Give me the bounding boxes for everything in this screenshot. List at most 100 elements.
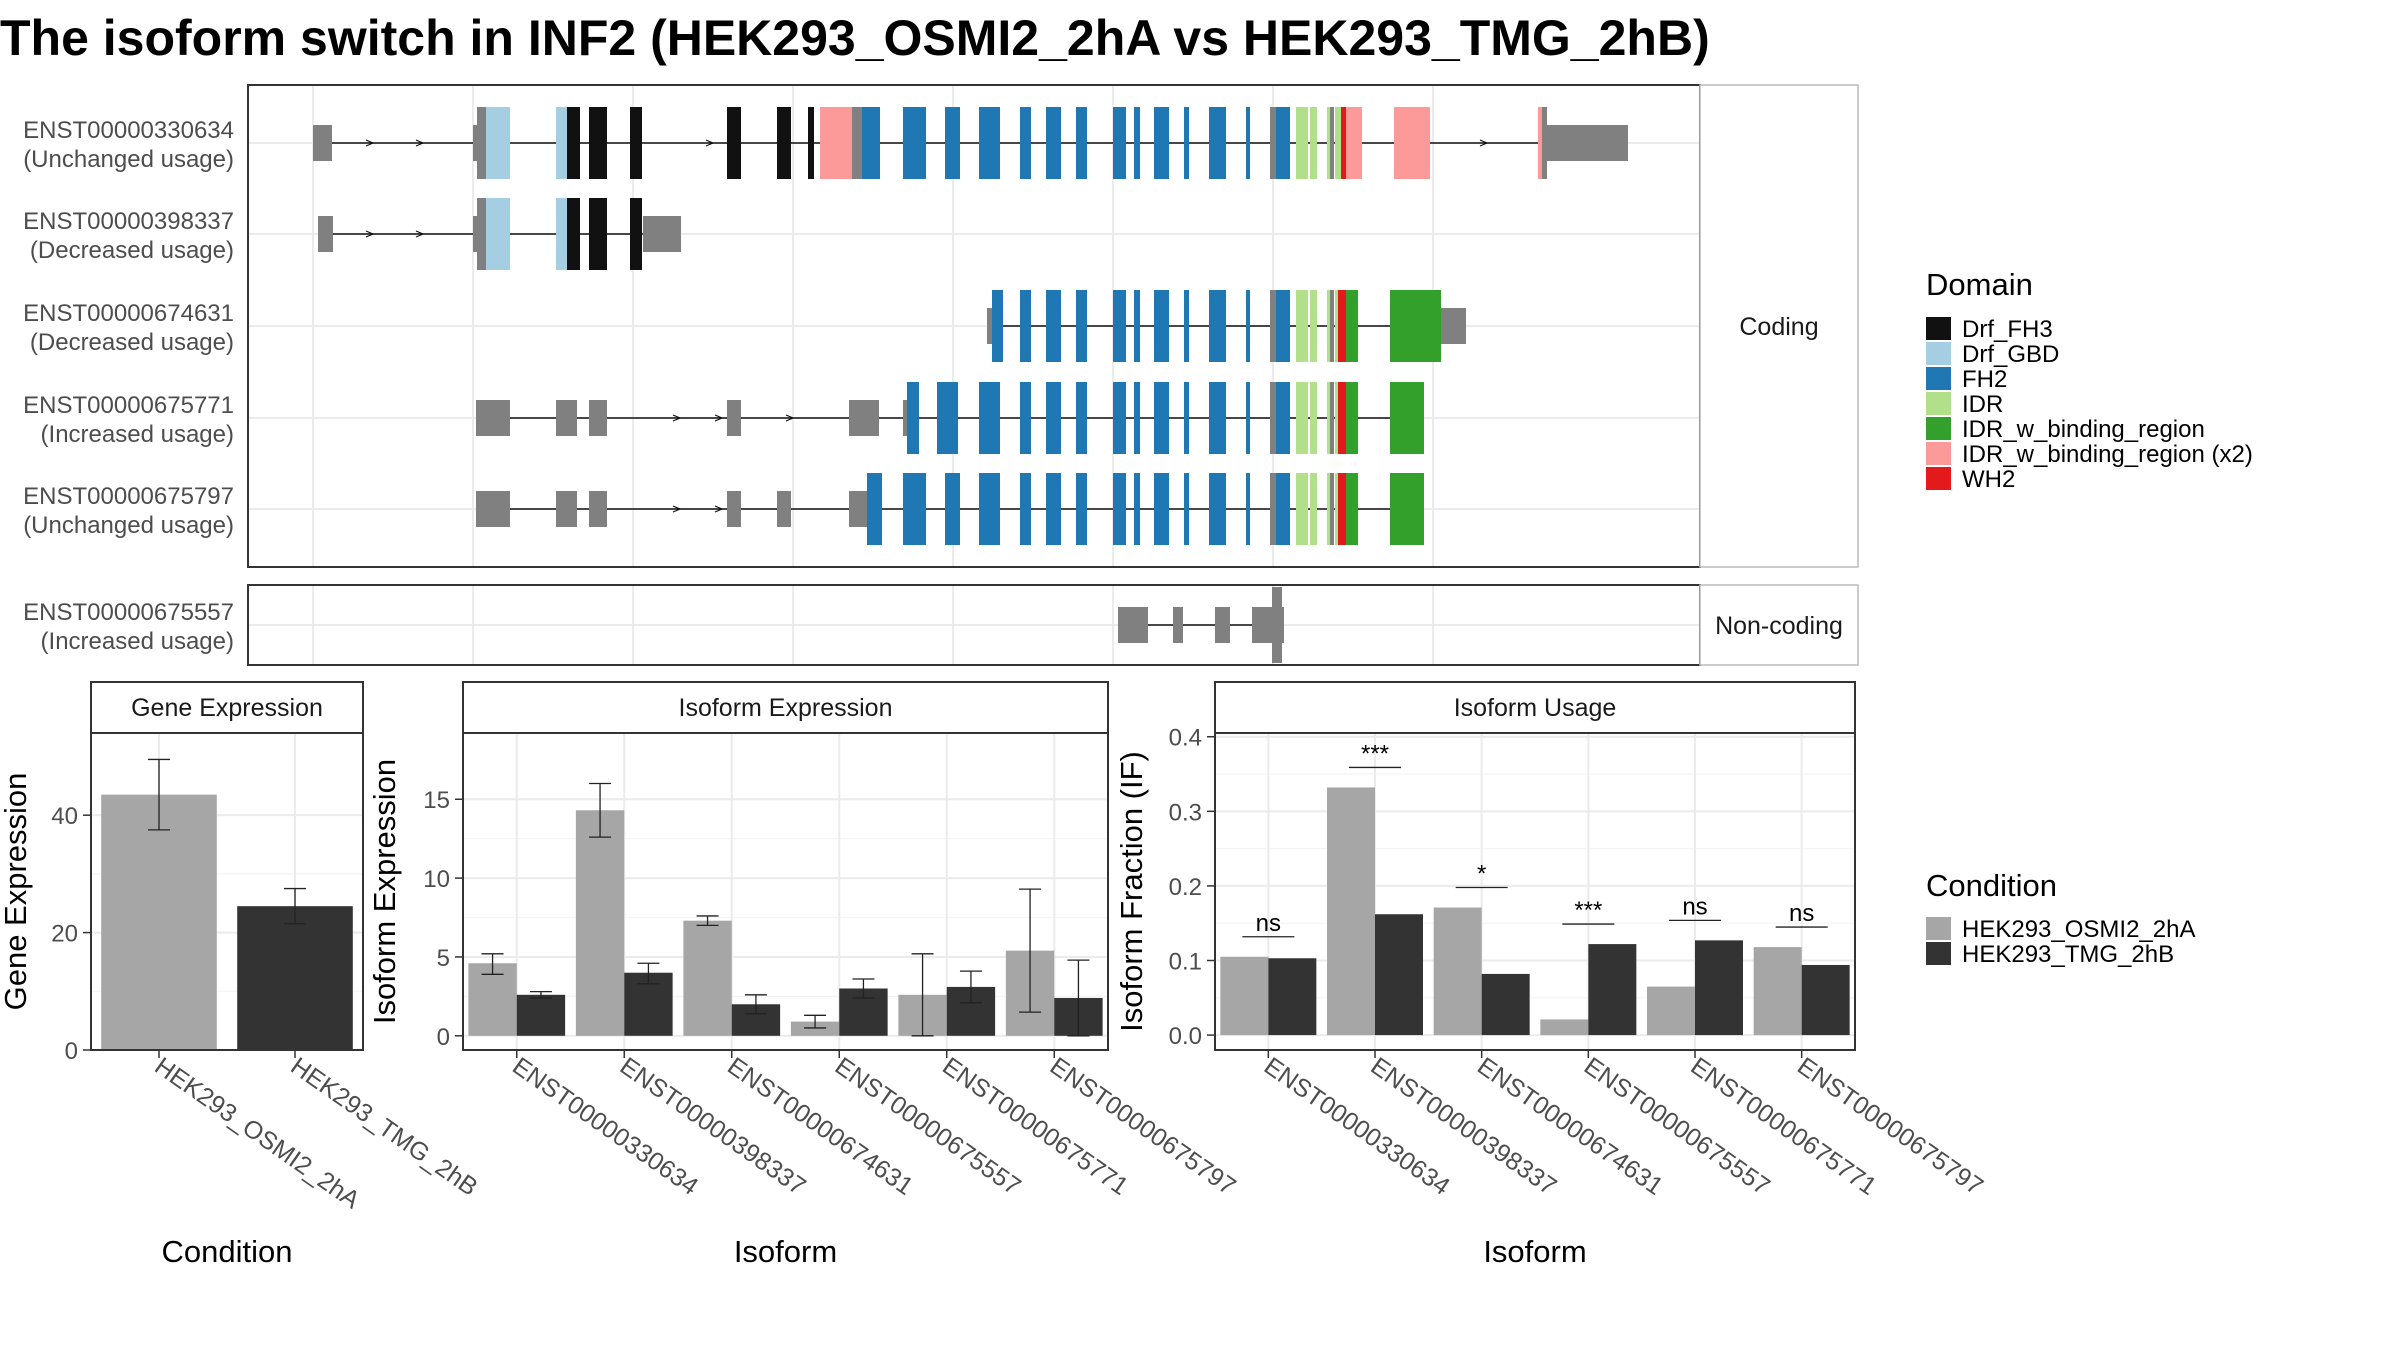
cds-exon xyxy=(1330,382,1334,454)
domain-exon xyxy=(979,107,1000,179)
bar-ENST00000398337 xyxy=(575,810,625,1036)
transcript-row-5-direction-arrow xyxy=(672,505,682,513)
x-tick-label: ENST00000675771 xyxy=(937,1052,1133,1201)
domain-exon xyxy=(1296,290,1308,362)
transcript-row-4-direction-arrow xyxy=(785,414,795,422)
domain-exon xyxy=(1184,107,1189,179)
domain-exon xyxy=(1327,473,1330,545)
condition-legend-label: HEK293_TMG_2hB xyxy=(1962,941,2174,968)
significance-label: ns xyxy=(1256,910,1281,937)
cds-exon xyxy=(477,107,486,179)
condition-legend-label: HEK293_OSMI2_2hA xyxy=(1962,916,2195,943)
transcript-id-label: ENST00000330634 xyxy=(23,117,234,144)
domain-exon xyxy=(1134,473,1140,545)
domain-exon xyxy=(1276,107,1290,179)
domain-legend-label: IDR xyxy=(1962,391,2003,418)
transcript-usage-label: (Increased usage) xyxy=(41,421,234,448)
domain-exon xyxy=(1209,473,1226,545)
domain-exon xyxy=(820,107,852,179)
transcript-row-1-direction-arrow xyxy=(705,139,715,147)
utr-exon xyxy=(643,216,681,252)
domain-exon xyxy=(1134,290,1140,362)
significance-label: *** xyxy=(1574,897,1602,924)
domain-exon xyxy=(1327,290,1330,362)
domain-exon xyxy=(1296,107,1308,179)
domain-exon xyxy=(1338,473,1346,545)
significance-label: ns xyxy=(1789,900,1814,927)
domain-exon xyxy=(1310,382,1317,454)
domain-exon xyxy=(1046,107,1061,179)
utr-exon xyxy=(1118,607,1148,643)
coding-strip-label: Coding xyxy=(1739,313,1818,341)
y-tick-label: 0.3 xyxy=(1169,799,1202,826)
cds-exon xyxy=(1330,290,1334,362)
x-tick-label: ENST00000675797 xyxy=(1045,1052,1241,1201)
transcript-row-2-direction-arrow xyxy=(415,230,425,238)
bar-ENST00000675557 xyxy=(1588,944,1637,1036)
y-tick-label: 40 xyxy=(51,803,78,830)
chart-title: Gene Expression xyxy=(131,694,323,722)
x-tick-label: ENST00000330634 xyxy=(507,1052,703,1201)
domain-exon xyxy=(1154,290,1169,362)
domain-exon xyxy=(1327,107,1330,179)
domain-exon xyxy=(1184,382,1189,454)
domain-exon xyxy=(1346,473,1358,545)
x-tick-label: ENST00000398337 xyxy=(615,1052,811,1201)
figure-title: The isoform switch in INF2 (HEK293_OSMI2… xyxy=(0,10,1710,66)
domain-exon xyxy=(1113,290,1126,362)
domain-exon xyxy=(1310,473,1317,545)
coding-strip xyxy=(1699,84,1859,568)
domain-exon xyxy=(937,382,958,454)
domain-exon xyxy=(589,198,607,270)
facet-strip xyxy=(1214,681,1856,734)
facet-strip xyxy=(90,681,364,734)
domain-exon xyxy=(1046,473,1061,545)
cds-exon xyxy=(1270,290,1276,362)
domain-legend-label: WH2 xyxy=(1962,466,2015,493)
utr-exon xyxy=(556,491,577,527)
y-tick-label: 0.2 xyxy=(1169,874,1202,901)
domain-exon xyxy=(1046,290,1061,362)
domain-exon xyxy=(1184,473,1189,545)
x-tick-label: ENST00000398337 xyxy=(1366,1052,1562,1201)
domain-exon xyxy=(1246,473,1250,545)
domain-exon xyxy=(1390,290,1441,362)
domain-exon xyxy=(1338,382,1346,454)
domain-legend-swatch xyxy=(1926,417,1951,440)
y-axis-title: Gene Expression xyxy=(0,773,33,1011)
domain-exon xyxy=(1113,382,1126,454)
domain-exon xyxy=(1390,473,1424,545)
domain-exon xyxy=(1276,473,1290,545)
domain-exon xyxy=(945,473,960,545)
domain-exon xyxy=(1246,107,1250,179)
significance-label: ns xyxy=(1682,893,1707,920)
transcript-id-label: ENST00000675797 xyxy=(23,483,234,510)
utr-exon xyxy=(849,491,867,527)
plot-background xyxy=(1215,733,1855,1050)
domain-exon xyxy=(1538,107,1542,179)
y-tick-label: 15 xyxy=(423,787,450,814)
transcript-usage-label: (Decreased usage) xyxy=(30,329,234,356)
domain-exon xyxy=(907,382,919,454)
domain-exon xyxy=(589,107,607,179)
domain-exon xyxy=(1341,107,1348,179)
domain-exon xyxy=(567,107,571,179)
domain-exon xyxy=(777,107,791,179)
bar-ENST00000675771 xyxy=(1647,986,1695,1036)
domain-exon xyxy=(1154,107,1169,179)
x-tick-label: ENST00000330634 xyxy=(1259,1052,1455,1201)
y-tick-label: 0 xyxy=(437,1024,450,1051)
domain-exon xyxy=(486,198,510,270)
domain-legend-swatch xyxy=(1926,317,1951,340)
x-axis-title: Isoform xyxy=(734,1234,837,1269)
x-axis-title: Isoform xyxy=(1483,1234,1586,1269)
domain-exon xyxy=(1310,290,1317,362)
bar-HEK293_OSMI2_2hA xyxy=(101,794,217,1050)
domain-legend-label: FH2 xyxy=(1962,366,2007,393)
condition-legend-swatch xyxy=(1926,917,1951,940)
domain-exon xyxy=(1209,290,1226,362)
domain-exon xyxy=(1209,107,1226,179)
bar-ENST00000675797 xyxy=(1753,947,1802,1036)
utr-exon xyxy=(727,400,741,436)
domain-legend-label: IDR_w_binding_region xyxy=(1962,416,2205,443)
